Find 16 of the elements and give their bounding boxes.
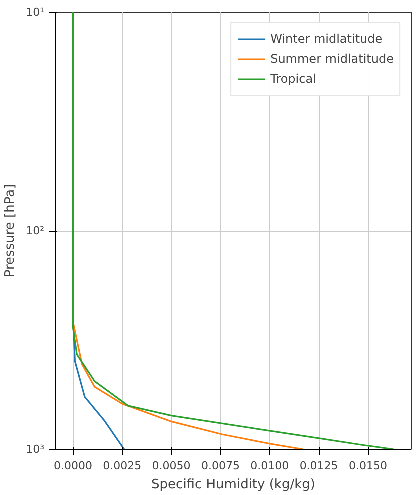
- x-tick-label: 0.0000: [54, 460, 92, 472]
- x-tick-label: 0.0150: [348, 460, 388, 472]
- x-tick-label: 0.0075: [201, 460, 240, 472]
- x-tick-label: 0.0050: [152, 460, 191, 472]
- x-tick-label: 0.0125: [300, 460, 338, 472]
- y-tick-label: 10¹: [26, 6, 45, 19]
- y-tick-label: 10²: [26, 224, 45, 238]
- legend-label: Summer midlatitude: [270, 52, 394, 66]
- legend-label: Tropical: [270, 72, 316, 86]
- legend-label: Winter midlatitude: [270, 32, 383, 46]
- x-axis-title: Specific Humidity (kg/kg): [152, 478, 316, 492]
- x-tick-label: 0.0025: [103, 460, 142, 472]
- y-axis-title: Pressure [hPa]: [3, 184, 18, 278]
- y-tick-label: 10³: [26, 443, 45, 456]
- x-tick-label: 0.0100: [250, 460, 290, 472]
- line-series: [72, 12, 395, 450]
